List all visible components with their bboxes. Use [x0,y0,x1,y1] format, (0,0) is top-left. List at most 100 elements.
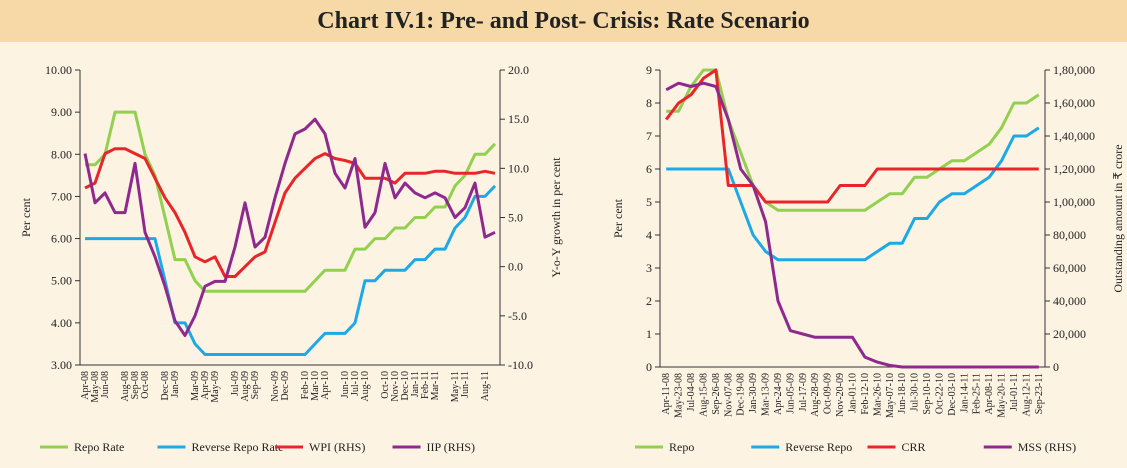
x-tick-label: Nov-10 [390,371,401,402]
x-tick-label: Dec-09 [280,371,291,400]
y2-tick-label: 60,000 [1053,261,1086,275]
page-title: Chart IV.1: Pre- and Post- Crisis: Rate … [0,0,1127,42]
x-tick-label: Feb-10 [300,371,311,399]
y2-tick-label: 1,00,000 [1053,195,1095,209]
x-tick-label: Sep-09 [250,371,261,399]
x-tick-label: Jan-30-09 [748,373,759,413]
x-tick-label: Nov-07-08 [723,373,734,417]
y-tick-label: 2 [646,294,652,308]
x-tick-label: Oct-10 [380,371,391,399]
x-tick-label: Jan-09 [170,371,181,398]
y2-tick-label: 20,000 [1053,327,1086,341]
x-tick-label: Apr-24-09 [773,373,784,415]
x-tick-label: Sep-26-08 [711,373,722,415]
y-tick-label: 7 [646,129,652,143]
x-tick-label: Nov-09 [270,371,281,402]
y-tick-label: 0 [646,360,652,374]
y2-tick-label: 5.0 [508,211,523,225]
x-tick-label: Jan-14-11 [959,373,970,413]
x-tick-label: Jul-17-09 [798,373,809,411]
y2-tick-label: 1,80,000 [1053,63,1095,77]
y2-tick-label: 15.0 [508,112,529,126]
x-tick-label: May-11 [450,371,461,402]
x-tick-label: May-20-11 [997,373,1008,418]
x-tick-label: Jan-01-10 [848,373,859,413]
y2-tick-label: 40,000 [1053,294,1086,308]
x-tick-label: Apr-11-08 [661,373,672,415]
x-tick-label: May-07-10 [885,373,896,418]
legend-label: CRR [902,440,926,454]
x-tick-label: Oct-09-09 [823,373,834,414]
legend-label: MSS (RHS) [1018,440,1076,454]
x-tick-label: Aug-11 [480,371,491,401]
x-tick-label: Aug-12-11 [1021,373,1032,417]
y-tick-label: 9.00 [51,105,72,119]
x-tick-label: Aug-28-09 [810,373,821,417]
y-axis-label: Per cent [19,197,33,237]
x-tick-label: Mar-13-09 [761,373,772,416]
x-tick-label: Apr-09 [200,371,211,400]
x-tick-label: Dec-03-10 [947,373,958,416]
y-tick-label: 3.00 [51,358,72,372]
y2-tick-label: 1,20,000 [1053,162,1095,176]
y2-tick-label: 0 [1053,360,1059,374]
x-tick-label: Mar-26-10 [872,373,883,416]
x-tick-label: Jul-10 [350,371,361,396]
y-tick-label: 6 [646,162,652,176]
x-tick-label: Sep-23-11 [1034,373,1045,414]
x-tick-label: Feb-11 [420,371,431,399]
y-tick-label: 1 [646,327,652,341]
x-tick-label: Jul-09 [230,371,241,396]
legend-label: Reverse Repo Rate [192,440,284,454]
x-tick-label: Nov-20-09 [835,373,846,417]
x-tick-label: Aug-09 [240,371,251,402]
y-tick-label: 9 [646,63,652,77]
x-tick-label: Oct-22-10 [934,373,945,414]
series-line [83,117,496,337]
y-tick-label: 4.00 [51,316,72,330]
x-tick-label: Oct-08 [140,371,151,399]
y-tick-label: 8 [646,96,652,110]
y-tick-label: 5 [646,195,652,209]
y-tick-label: 10.00 [45,63,72,77]
x-tick-label: Jul-30-10 [910,373,921,411]
y-tick-label: 8.00 [51,147,72,161]
x-tick-label: Apr-08-11 [984,373,995,415]
y-tick-label: 7.00 [51,189,72,203]
y-tick-label: 3 [646,261,652,275]
x-tick-label: May-09 [210,371,221,403]
legend-label: WPI (RHS) [309,440,365,454]
x-tick-label: Jan-11 [410,371,421,397]
y-tick-label: 6.00 [51,232,72,246]
x-tick-label: Jun-11 [460,371,471,398]
y-tick-label: 5.00 [51,274,72,288]
series-line [666,126,1040,262]
series-line [665,81,1039,369]
legend-label: IIP (RHS) [427,440,476,454]
legend-label: Repo Rate [74,440,124,454]
x-tick-label: Jun-05-09 [785,373,796,414]
x-tick-label: Dec-10 [400,371,411,400]
x-tick-label: Mar-11 [430,371,441,400]
y2-tick-label: -5.0 [508,309,527,323]
y-axis-label: Per cent [611,198,625,238]
x-tick-label: Mar-09 [190,371,201,401]
x-tick-label: May-23-08 [674,373,685,418]
y2-tick-label: 80,000 [1053,228,1086,242]
x-tick-label: Sep-10-10 [922,373,933,415]
x-tick-label: Jun-18-10 [897,373,908,414]
x-tick-label: Feb-12-10 [860,373,871,415]
x-tick-label: Jul-04-08 [686,373,697,411]
x-tick-label: Apr-10 [320,371,331,400]
y-tick-label: 4 [646,228,652,242]
x-tick-label: Dec-08 [160,371,171,400]
y2-axis-label: Y-o-Y growth in per cent [549,157,563,278]
y2-axis-label: Outstanding amount in ₹ crore [1111,144,1125,292]
series-line [665,68,1039,204]
x-tick-label: Aug-08 [120,371,131,402]
y2-tick-label: 10.0 [508,161,529,175]
x-tick-label: Mar-10 [310,371,321,401]
legend-label: Reverse Repo [785,440,852,454]
